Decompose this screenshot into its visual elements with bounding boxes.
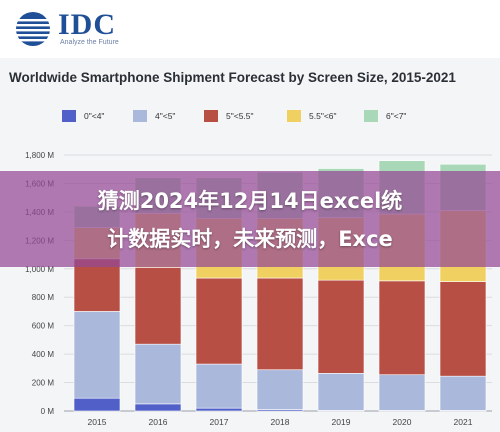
overlay-text-line-2: 计数据实时，未来预测，Exce [107, 227, 393, 251]
legend-swatch [364, 110, 378, 122]
overlay-text-line-1: 猜测2024年12月14日excel统 [97, 189, 403, 213]
y-tick-label: 1,800 M [25, 151, 54, 160]
chart-title: Worldwide Smartphone Shipment Forecast b… [9, 70, 456, 85]
bar-segment [256, 369, 304, 410]
legend-item: 4"<5" [133, 108, 175, 124]
legend-swatch [204, 110, 218, 122]
chart-legend: 0"<4" 4"<5" 5"<5.5" 5.5"<6" 6"<7" [0, 108, 500, 124]
bar-segment [439, 375, 487, 411]
x-tick-label: 2019 [332, 417, 351, 427]
bar-segment [378, 280, 426, 376]
bar-segment [73, 397, 121, 412]
y-tick-label: 600 M [32, 322, 55, 331]
y-tick-label: 200 M [32, 379, 55, 388]
legend-label: 0"<4" [84, 111, 105, 121]
bar-segment [317, 373, 365, 411]
bar-segment [195, 407, 243, 412]
legend-item: 0"<4" [62, 108, 104, 124]
x-tick-label: 2015 [88, 417, 107, 427]
overlay-banner: 猜测2024年12月14日excel统 计数据实时，未来预测，Exce [0, 171, 500, 267]
bar-segment [195, 363, 243, 409]
legend-swatch [133, 110, 147, 122]
legend-swatch [287, 110, 301, 122]
legend-label: 5"<5.5" [226, 111, 254, 121]
legend-item: 5.5"<6" [287, 108, 337, 124]
bar-segment [73, 311, 121, 399]
bar-segment [195, 277, 243, 365]
bar-segment [317, 279, 365, 374]
bar-segment [378, 374, 426, 411]
legend-label: 4"<5" [155, 111, 176, 121]
bar-segment [134, 403, 182, 412]
y-tick-label: 0 M [41, 407, 55, 416]
x-tick-label: 2017 [210, 417, 229, 427]
idc-logo-text: IDC [58, 8, 117, 41]
bar-segment [256, 277, 304, 371]
legend-label: 6"<7" [386, 111, 407, 121]
bar-segment [134, 267, 182, 345]
x-tick-label: 2021 [454, 417, 473, 427]
legend-swatch [62, 110, 76, 122]
bar-segment [73, 258, 121, 312]
legend-item: 5"<5.5" [204, 108, 254, 124]
x-tick-label: 2018 [271, 417, 290, 427]
logo-bar: IDC Analyze the Future [0, 0, 500, 56]
x-tick-label: 2020 [393, 417, 412, 427]
bar-segment [439, 281, 487, 377]
x-tick-label: 2016 [149, 417, 168, 427]
y-tick-label: 800 M [32, 293, 55, 302]
y-tick-label: 1,000 M [25, 265, 54, 274]
bar-segment [134, 343, 182, 405]
legend-label: 5.5"<6" [309, 111, 337, 121]
y-tick-label: 400 M [32, 350, 55, 359]
x-axis-ticks: 2015 2016 2017 2018 2019 2020 2021 [88, 417, 473, 427]
legend-item: 6"<7" [364, 108, 406, 124]
idc-tagline: Analyze the Future [60, 39, 119, 46]
idc-globe-icon [16, 12, 50, 46]
